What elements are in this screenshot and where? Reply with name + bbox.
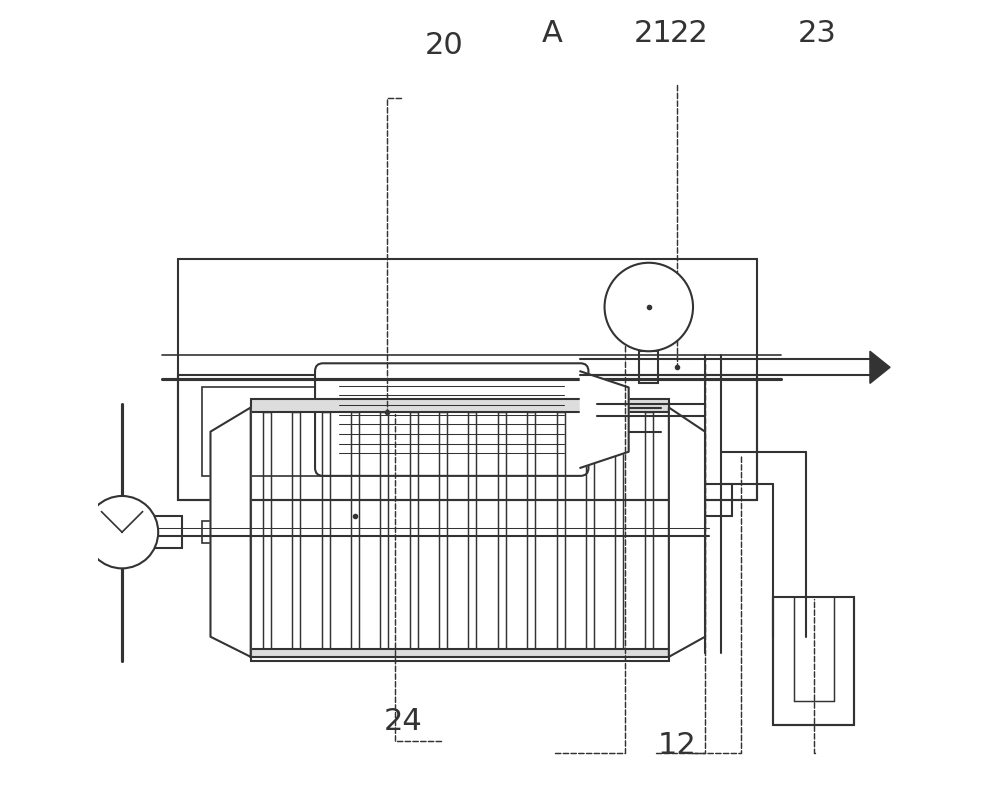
Bar [527, 412, 535, 653]
Bar [410, 412, 418, 653]
Bar [202, 521, 235, 543]
Bar [202, 387, 331, 476]
Bar [263, 412, 271, 653]
Bar [615, 412, 623, 653]
Text: 22: 22 [670, 19, 708, 48]
Bar [380, 412, 388, 653]
Bar [773, 596, 854, 725]
Bar [142, 516, 182, 548]
Polygon shape [870, 351, 890, 383]
Circle shape [86, 496, 158, 568]
Text: 20: 20 [424, 31, 463, 60]
Bar [322, 412, 330, 653]
Bar [695, 484, 732, 516]
Bar [292, 412, 300, 653]
Bar [639, 351, 658, 383]
Text: 21: 21 [633, 19, 672, 48]
Bar [557, 412, 565, 653]
Text: 23: 23 [798, 19, 837, 48]
Bar [251, 399, 669, 412]
Text: A: A [542, 19, 563, 48]
Bar [251, 404, 669, 661]
Bar [645, 412, 653, 653]
Bar [586, 412, 594, 653]
Bar [468, 412, 476, 653]
Polygon shape [669, 408, 705, 657]
Polygon shape [580, 371, 629, 468]
FancyBboxPatch shape [315, 363, 588, 476]
Bar [439, 412, 447, 653]
Circle shape [605, 263, 693, 351]
Text: 24: 24 [384, 707, 423, 736]
Bar [498, 412, 506, 653]
Text: 12: 12 [658, 731, 696, 760]
Bar [178, 375, 757, 500]
Bar [178, 259, 757, 500]
Polygon shape [210, 408, 251, 657]
Bar [251, 649, 669, 657]
Bar [351, 412, 359, 653]
